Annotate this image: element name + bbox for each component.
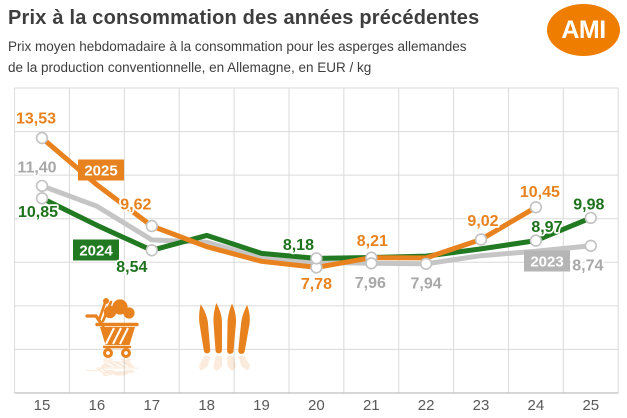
year-badge-2024: [73, 239, 119, 261]
year-badge-2025: [78, 159, 124, 181]
data-point-marker: [145, 244, 159, 257]
data-point-marker: [584, 211, 597, 225]
week-tick-label: 23: [473, 397, 490, 414]
chart-subtitle-line2: de la production conventionnelle, en All…: [8, 60, 372, 75]
week-tick-label: 15: [34, 397, 51, 414]
point-value-label: 9,98: [573, 196, 604, 213]
data-point-marker: [529, 234, 543, 247]
week-tick-label: 22: [418, 397, 435, 414]
point-value-label: 8,21: [357, 233, 388, 250]
data-point-marker: [419, 257, 433, 270]
point-value-label: 7,94: [411, 275, 442, 292]
data-point-marker: [365, 257, 378, 270]
asparagus-bundle-icon: [197, 302, 253, 372]
week-tick-label: 16: [89, 397, 106, 414]
data-point-marker: [310, 252, 323, 265]
data-point-marker: [35, 179, 49, 193]
data-point-marker: [584, 239, 597, 253]
point-value-label: 8,74: [572, 257, 603, 274]
year-badge-label: 2025: [84, 163, 117, 180]
data-point-marker: [35, 192, 49, 205]
point-value-label: 7,96: [355, 275, 386, 292]
shopping-cart-icon: [85, 296, 139, 378]
point-value-label: 11,40: [17, 159, 56, 176]
decorative-icons: [85, 296, 253, 378]
year-badge-label: 2023: [530, 254, 563, 271]
year-badge-label: 2024: [79, 243, 113, 260]
chart-subtitle-line1: Prix moyen hebdomadaire à la consommatio…: [8, 39, 467, 54]
data-point-marker: [145, 219, 159, 233]
data-point-marker: [529, 201, 543, 214]
point-value-label: 10,45: [520, 184, 560, 201]
data-point-marker: [35, 131, 49, 145]
point-value-label: 8,54: [116, 259, 147, 276]
ami-logo-text: AMI: [561, 15, 606, 44]
week-tick-label: 18: [198, 397, 215, 414]
week-tick-label: 20: [308, 397, 325, 414]
page-title: Prix à la consommation des années précéd…: [8, 7, 480, 29]
data-point-labels: 13,53 9,62 7,78 8,21 9,02 10,45 10,85 8,54 8,18 8…: [14, 109, 606, 295]
data-point-marker: [474, 233, 488, 246]
chart-subtitle: Prix moyen hebdomadaire à la consommatio…: [8, 36, 538, 78]
point-value-label: 10,85: [18, 204, 58, 221]
week-tick-label: 17: [143, 397, 160, 414]
x-axis-labels: 15 16 17 18 19 20 21 22 23 24 25: [34, 397, 599, 414]
series-line-2025: [39, 135, 539, 270]
year-badges: 2025 2024 2023: [73, 159, 570, 272]
week-tick-label: 19: [253, 397, 270, 414]
ami-logo: AMI: [547, 4, 620, 56]
point-value-label: 9,02: [467, 213, 498, 230]
point-value-label: 9,62: [120, 197, 151, 214]
point-value-label: 7,78: [301, 276, 332, 293]
year-badge-2023: [524, 250, 570, 272]
week-tick-label: 21: [363, 397, 380, 414]
point-value-label: 13,53: [16, 111, 56, 128]
week-tick-label: 25: [582, 397, 599, 414]
week-tick-label: 24: [528, 397, 545, 414]
point-value-label: 8,18: [283, 237, 314, 254]
point-value-label: 8,97: [531, 219, 562, 236]
